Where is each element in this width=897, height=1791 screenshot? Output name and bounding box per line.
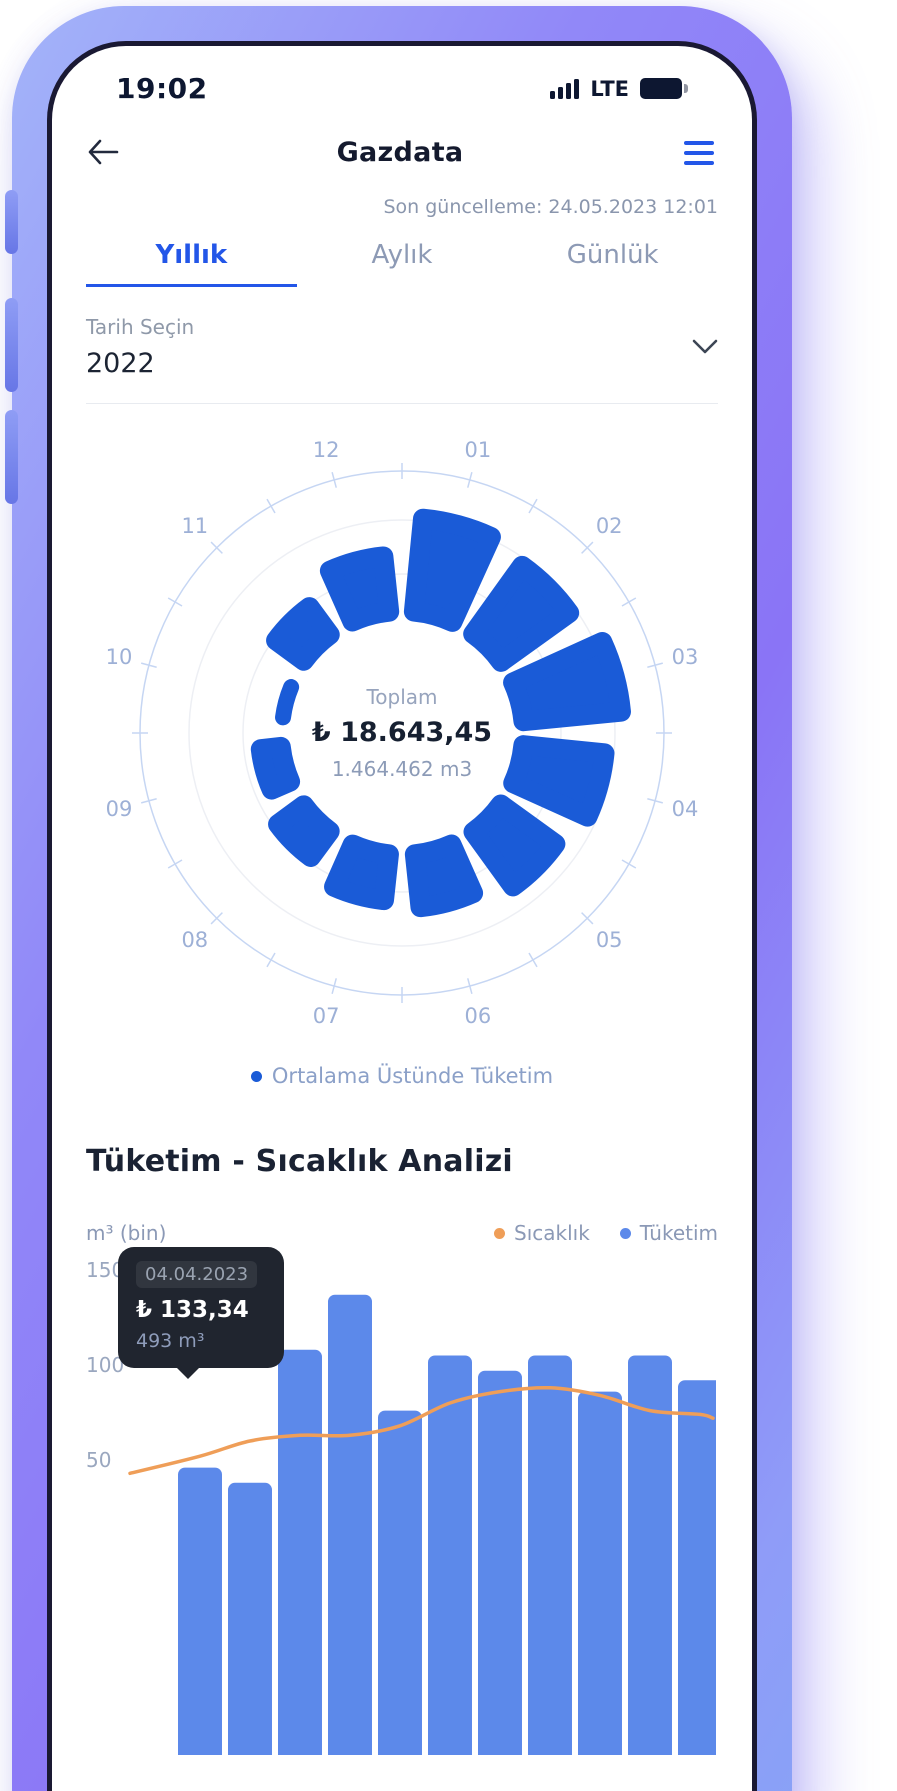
legend-sicaklik: Sıcaklık [494,1221,590,1245]
network-type-label: LTE [590,76,629,101]
svg-text:100: 100 [86,1353,124,1377]
page-title: Gazdata [336,137,464,168]
legend-above-average-label: Ortalama Üstünde Tüketim [271,1064,554,1088]
section-title-consumption-temperature: Tüketim - Sıcaklık Analizi [86,1144,513,1179]
arrow-left-icon [88,139,119,164]
last-update-text: Son güncelleme: 24.05.2023 12:01 [383,196,718,218]
hamburger-menu-button[interactable] [674,140,718,165]
app-header: Gazdata [86,137,718,168]
legend-tuketim: Tüketim [619,1221,718,1245]
legend-sicaklik-label: Sıcaklık [514,1221,590,1245]
consumption-temperature-chart[interactable]: 150 100 50 [86,1255,716,1755]
tab-gunluk[interactable]: Günlük [566,240,659,270]
legend-above-average: Ortalama Üstünde Tüketim [52,1064,752,1088]
phone-screen: 19:02 LTE Gazdata [52,46,752,1791]
battery-icon [640,78,688,99]
svg-text:02: 02 [596,514,623,538]
date-picker-label: Tarih Seçin [86,315,195,339]
svg-text:04: 04 [672,797,699,821]
tooltip-pointer [176,1367,200,1379]
svg-text:01: 01 [464,438,491,462]
tooltip-volume: 493 m³ [136,1330,205,1352]
date-picker[interactable]: Tarih Seçin 2022 [86,315,718,379]
legend-dot-blue2 [619,1227,631,1239]
svg-text:07: 07 [313,1004,340,1028]
divider [86,403,718,404]
svg-text:50: 50 [86,1448,111,1472]
tab-aylik[interactable]: Aylık [371,240,433,270]
radial-consumption-chart[interactable]: 01 02 03 04 05 06 07 08 09 10 11 12 [87,418,717,1048]
svg-text:12: 12 [313,438,340,462]
status-time: 19:02 [116,72,208,105]
legend-dot-orange [494,1227,506,1239]
hamburger-icon [684,140,714,145]
status-icons: LTE [550,77,688,101]
back-button[interactable] [86,138,126,168]
phone-frame: 19:02 LTE Gazdata [5,6,792,1791]
phone-volume-up-button [5,298,18,392]
legend-dot-blue [250,1070,262,1082]
svg-text:08: 08 [181,928,208,952]
svg-text:150: 150 [86,1258,124,1282]
bar-chart-wrap: 150 100 50 04.04.2023 ₺ 133,34 493 m³ [86,1247,716,1755]
svg-text:03: 03 [672,645,699,669]
svg-text:05: 05 [596,928,623,952]
tab-yillik[interactable]: Yıllık [86,240,297,287]
y-axis-unit-label: m³ (bin) [86,1221,167,1245]
svg-text:10: 10 [106,645,133,669]
chart-header-row: m³ (bin) Sıcaklık Tüketim [86,1221,718,1245]
chart-legend: Sıcaklık Tüketim [494,1221,718,1245]
period-tabs: Yıllık Aylık Günlük [86,240,718,287]
tooltip-amount: ₺ 133,34 [136,1297,249,1323]
svg-text:06: 06 [464,1004,491,1028]
phone-mute-button [5,190,18,254]
chart-tooltip: 04.04.2023 ₺ 133,34 493 m³ [118,1247,284,1379]
tooltip-date: 04.04.2023 [136,1261,258,1288]
phone-volume-down-button [5,410,18,504]
radial-chart-wrap: 01 02 03 04 05 06 07 08 09 10 11 12 Toplam ₺ 18.643… [87,418,717,1048]
svg-text:11: 11 [181,514,208,538]
legend-tuketim-label: Tüketim [639,1221,718,1245]
status-bar: 19:02 LTE [86,72,718,105]
date-picker-value: 2022 [86,348,155,379]
signal-strength-icon [550,78,580,99]
svg-text:09: 09 [106,797,133,821]
chevron-down-icon [692,339,718,354]
